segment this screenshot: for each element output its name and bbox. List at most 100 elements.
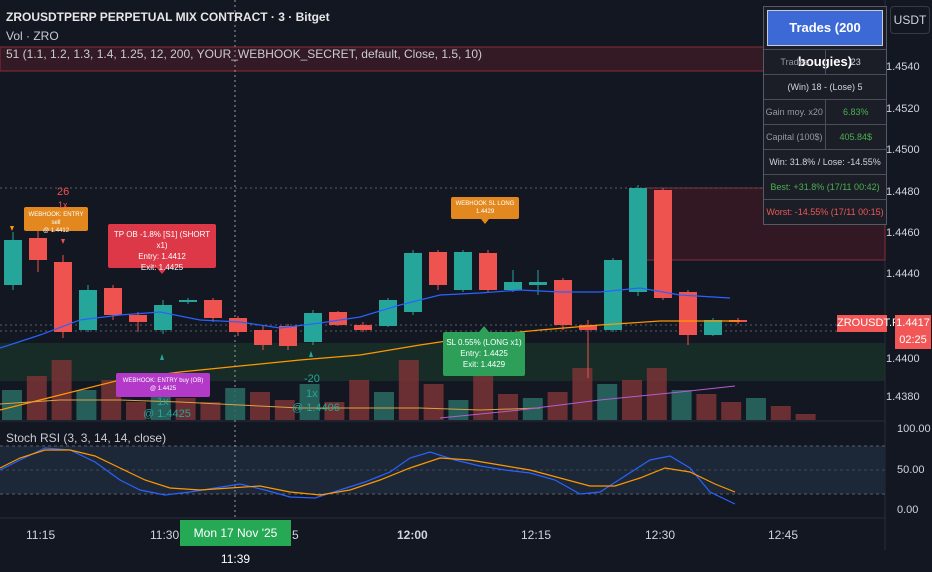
trades-value: 23: [850, 57, 861, 67]
label-pointer: [157, 268, 167, 274]
sell-arrow-icon: [10, 226, 14, 231]
price-tick: 1.4540: [886, 61, 920, 73]
volume-bar: [795, 414, 816, 420]
webhook-label-line: @ 1.4425: [149, 386, 177, 392]
last-price-tag: 1.4417 02:25: [895, 315, 931, 349]
webhook-label-line: 1.4429: [475, 209, 495, 215]
currency-button[interactable]: USDT: [890, 6, 930, 34]
candle: [629, 188, 647, 292]
annotation-1x: 1x: [306, 388, 318, 400]
stoch-d-line: [0, 449, 736, 496]
win-lose-count: (Win) 18 - (Lose) 5: [787, 82, 863, 92]
time-tick: 12:15: [521, 528, 552, 542]
webhook-label-line: @ 1.4412: [42, 228, 70, 234]
chart-title: ZROUSDTPERP PERPETUAL MIX CONTRACT · 3 ·…: [6, 10, 330, 24]
stoch-tick: 100.00: [897, 423, 931, 435]
volume-bar: [448, 400, 469, 420]
volume-bar: [622, 380, 642, 420]
webhook-sell-label: WEBHOOK: ENTRY sell @ 1.4412: [24, 207, 88, 234]
candle: [554, 280, 572, 325]
volume-bar: [597, 384, 618, 420]
candle: [429, 252, 447, 285]
volume-bar: [51, 360, 72, 420]
volume-bar: [324, 402, 345, 420]
volume-bar: [423, 384, 444, 420]
volume-bar: [746, 398, 766, 420]
symbol-tag: ZROUSDT.P: [837, 315, 899, 332]
webhook-buy-label: WEBHOOK: ENTRY buy (OB) @ 1.4425: [116, 373, 210, 397]
volume-bar: [2, 390, 22, 420]
candle: [179, 300, 197, 302]
crosshair-date: Mon 17 Nov '25 11:39: [180, 520, 291, 566]
price-tick: 1.4520: [886, 103, 920, 115]
vol-ma-line: [0, 399, 541, 411]
volume-bar: [349, 380, 370, 420]
candle: [354, 325, 372, 330]
trades-table-title: Trades (200 bougies): [767, 10, 883, 69]
candle: [4, 240, 22, 285]
stoch-tick: 50.00: [897, 464, 925, 476]
volume-legend[interactable]: Vol · ZRO: [6, 29, 59, 43]
time-tick: 11:15: [26, 528, 56, 542]
volume-bar: [150, 390, 171, 420]
ema-blue-line: [0, 287, 731, 349]
price-tick: 1.4480: [886, 186, 920, 198]
trades-label: Trades: [764, 50, 826, 74]
price-tick: 1.4500: [886, 144, 920, 156]
volume-bar: [299, 384, 320, 420]
candle: [304, 313, 322, 342]
volume-bar: [126, 402, 146, 420]
sl-label-line: SL 0.55% (LONG x1): [446, 338, 522, 347]
candle: [479, 253, 497, 290]
annotation-1x: 1x: [58, 200, 68, 210]
volume-bar: [770, 406, 791, 420]
volume-bar: [374, 392, 394, 420]
indicator-legend[interactable]: 51 (1.1, 1.2, 1.3, 1.4, 1.25, 12, 200, Y…: [6, 47, 483, 61]
vol-ma2-line: [439, 385, 736, 419]
webhook-sl-label: WEBHOOK SL LONG 1.4429: [451, 197, 519, 219]
candle: [229, 318, 247, 332]
gain-label: Gain moy. x20: [764, 100, 826, 124]
candle: [654, 190, 672, 298]
price-tick: 1.4440: [886, 268, 920, 280]
time-tick: 12:45: [768, 528, 799, 542]
stoch-legend[interactable]: Stoch RSI (3, 3, 14, 14, close): [6, 431, 167, 445]
capital-label: Capital (100$): [764, 125, 826, 149]
label-pointer: [479, 326, 489, 332]
price-tick: 1.4460: [886, 227, 920, 239]
candle: [29, 238, 47, 260]
stoch-k-line: [0, 447, 736, 505]
sl-label-line: Exit: 1.4429: [462, 360, 506, 369]
volume-bar: [274, 400, 295, 420]
volume-bar: [398, 360, 419, 420]
volume-bar: [175, 398, 196, 420]
buy-arrow-icon: [160, 354, 164, 360]
time-tick: 12:30: [645, 528, 676, 542]
tp-label-line: Exit: 1.4425: [140, 263, 184, 272]
candle: [404, 253, 422, 312]
webhook-label-line: WEBHOOK: ENTRY buy (OB): [122, 378, 204, 384]
last-price: 1.4417: [896, 317, 930, 329]
sl-long-label: SL 0.55% (LONG x1) Entry: 1.4425 Exit: 1…: [443, 332, 525, 376]
candle: [204, 300, 222, 318]
time-tick: 11:30: [150, 528, 180, 542]
time-tick: 5: [292, 528, 299, 542]
price-tick: 1.4380: [886, 391, 920, 403]
sl-label-line: Entry: 1.4425: [460, 349, 508, 358]
webhook-label-line: WEBHOOK: ENTRY sell: [28, 212, 84, 226]
resistance-zone: [0, 46, 886, 72]
candle: [704, 320, 722, 335]
volume-bar: [696, 394, 717, 420]
volume-bar: [671, 390, 692, 420]
candle: [379, 300, 397, 326]
time-tick: 12:00: [397, 528, 428, 542]
webhook-label-line: WEBHOOK SL LONG: [455, 201, 515, 207]
bar-countdown: 02:25: [899, 334, 927, 346]
candles: [4, 185, 747, 378]
trades-table: Trades (200 bougies) Trades 23 (Win) 18 -…: [763, 6, 887, 225]
annotation-20: -20: [304, 373, 320, 385]
volume-bar: [76, 390, 97, 420]
volume-bar: [200, 402, 221, 420]
tp-label-line: Entry: 1.4412: [138, 252, 186, 261]
candle: [79, 290, 97, 330]
